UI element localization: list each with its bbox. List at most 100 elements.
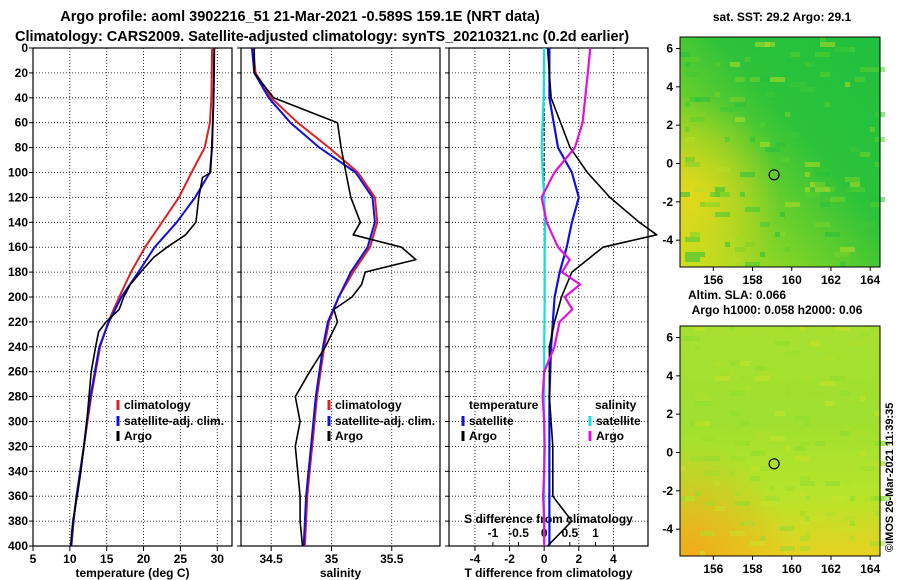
salinity-legend: climatology satellite-adj. clim. Argo bbox=[327, 398, 435, 443]
map-pixel bbox=[840, 391, 850, 396]
sal-legend-climatology-label: climatology bbox=[335, 398, 402, 412]
map-pixel bbox=[850, 147, 860, 152]
map-pixel bbox=[815, 172, 830, 177]
map-pixel bbox=[700, 202, 705, 207]
map-pixel bbox=[870, 107, 880, 112]
map-pixel bbox=[680, 466, 685, 471]
sal-legend-argo-label: Argo bbox=[335, 429, 363, 443]
map-pixel bbox=[810, 341, 820, 346]
map-pixel bbox=[820, 72, 830, 77]
map-pixel bbox=[845, 481, 850, 486]
map-x-tick-label: 164 bbox=[860, 562, 880, 576]
map-pixel bbox=[680, 336, 690, 341]
map-pixel bbox=[795, 426, 805, 431]
map-pixel bbox=[830, 197, 845, 202]
map-pixel bbox=[690, 97, 695, 102]
map-pixel bbox=[790, 37, 795, 42]
map-y-tick-label: -4 bbox=[662, 522, 673, 536]
x-tick-label: 25 bbox=[174, 552, 188, 566]
map-pixel bbox=[755, 431, 770, 436]
map-pixel bbox=[690, 112, 705, 117]
map-pixel bbox=[715, 62, 720, 67]
map-pixel bbox=[850, 187, 865, 192]
map-pixel bbox=[715, 92, 720, 97]
map-x-tick-label: 158 bbox=[743, 562, 763, 576]
map-pixel bbox=[715, 167, 730, 172]
map-pixel bbox=[760, 77, 770, 82]
map-y-tick-label: 6 bbox=[666, 42, 673, 56]
map-pixel bbox=[805, 192, 820, 197]
map-pixel bbox=[685, 57, 700, 62]
map-pixel bbox=[750, 142, 765, 147]
depth-tick-label: 60 bbox=[15, 116, 29, 130]
map-pixel bbox=[685, 496, 695, 501]
map-pixel bbox=[800, 536, 810, 541]
depth-tick-label: 120 bbox=[8, 190, 28, 204]
depth-tick-label: 180 bbox=[8, 265, 28, 279]
map-pixel bbox=[730, 361, 740, 366]
x-tick-label: 4 bbox=[610, 552, 617, 566]
map-pixel bbox=[785, 202, 800, 207]
map-pixel bbox=[785, 391, 790, 396]
map-pixel bbox=[825, 481, 840, 486]
depth-axis: 0 20 40 60 80 100 120 140 160 180 200 220 240 260 280 3… bbox=[8, 41, 28, 553]
map-pixel bbox=[820, 381, 835, 386]
depth-tick-label: 240 bbox=[8, 340, 28, 354]
map-pixel bbox=[870, 127, 875, 132]
map-pixel bbox=[730, 391, 745, 396]
map-pixel bbox=[755, 376, 770, 381]
map-pixel bbox=[750, 466, 760, 471]
map-pixel bbox=[685, 157, 695, 162]
depth-tick-label: 380 bbox=[8, 514, 28, 528]
map-pixel bbox=[830, 496, 845, 501]
map-pixel bbox=[805, 62, 810, 67]
map-pixel bbox=[740, 376, 745, 381]
map-pixel bbox=[785, 132, 800, 137]
map-pixel bbox=[805, 376, 810, 381]
map-pixel bbox=[700, 531, 715, 536]
map-pixel bbox=[825, 82, 835, 87]
temperature-legend: climatology satellite-adj. clim. Argo bbox=[116, 398, 224, 443]
map-pixel bbox=[690, 456, 705, 461]
argo-location-marker bbox=[768, 458, 780, 470]
map-x-tick-label: 162 bbox=[821, 273, 841, 287]
diff-legend-temp-argo-label: Argo bbox=[469, 429, 497, 443]
map-pixel bbox=[845, 526, 860, 531]
map-pixel bbox=[715, 506, 725, 511]
map-pixel bbox=[835, 252, 850, 257]
map-pixel bbox=[850, 341, 865, 346]
map-pixel bbox=[685, 102, 690, 107]
map-y-tick-label: -4 bbox=[662, 233, 673, 247]
map-pixel bbox=[760, 536, 765, 541]
series-line-satellite-adj-clim- bbox=[250, 47, 376, 547]
map-pixel bbox=[875, 162, 880, 167]
map-pixel bbox=[760, 466, 775, 471]
series-line-temperature-satellite bbox=[548, 48, 580, 546]
sst-map-pixels bbox=[680, 37, 885, 267]
map-pixel bbox=[740, 192, 745, 197]
map-pixel bbox=[745, 57, 750, 62]
map-pixel bbox=[750, 541, 765, 546]
map-pixel bbox=[810, 182, 815, 187]
map-pixel bbox=[730, 62, 740, 67]
map-pixel bbox=[735, 501, 750, 506]
map-x-tick-label: 158 bbox=[743, 273, 763, 287]
depth-tick-label: 200 bbox=[8, 290, 28, 304]
map-pixel bbox=[695, 421, 710, 426]
map-pixel bbox=[820, 42, 835, 47]
map-pixel bbox=[865, 496, 870, 501]
map-pixel bbox=[795, 456, 810, 461]
map-pixel bbox=[800, 521, 810, 526]
map-pixel bbox=[800, 511, 805, 516]
map-pixel bbox=[855, 77, 865, 82]
map-pixel bbox=[735, 102, 745, 107]
map-pixel bbox=[685, 336, 700, 341]
map-pixel bbox=[845, 177, 860, 182]
map-pixel bbox=[860, 396, 865, 401]
map-pixel bbox=[780, 212, 785, 217]
map-pixel bbox=[835, 47, 850, 52]
map-pixel bbox=[850, 496, 855, 501]
map-pixel bbox=[860, 451, 865, 456]
map-pixel bbox=[685, 237, 700, 242]
map-pixel bbox=[685, 257, 700, 262]
